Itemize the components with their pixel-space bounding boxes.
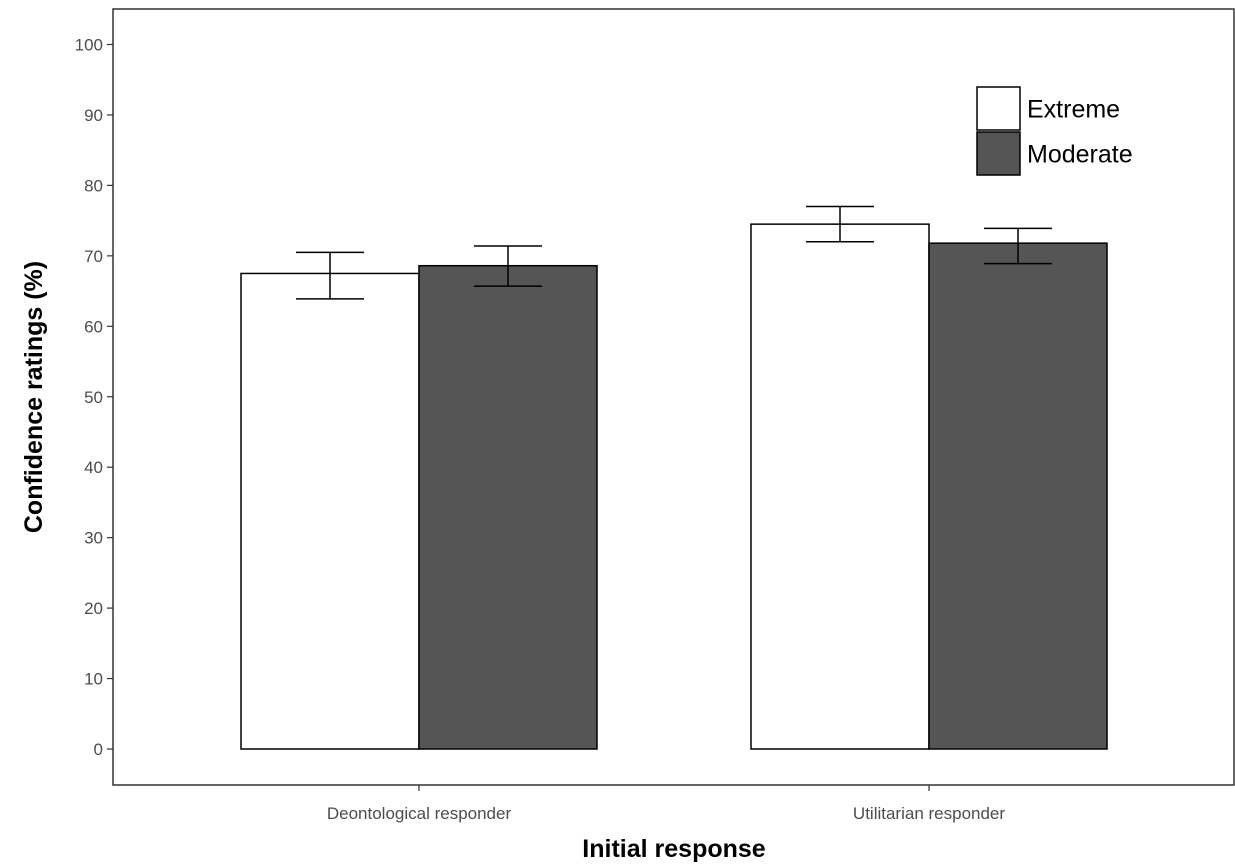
error-bar xyxy=(984,227,1052,265)
y-tick-label: 100 xyxy=(75,36,103,55)
x-axis: Deontological responder Utilitarian respo… xyxy=(327,785,1005,823)
bar-moderate-2 xyxy=(928,242,1108,750)
x-tick-label: Utilitarian responder xyxy=(853,804,1005,823)
error-bar xyxy=(296,251,364,300)
legend-key-extreme xyxy=(976,86,1021,131)
bars-layer xyxy=(240,223,1108,750)
x-axis-title: Initial response xyxy=(582,835,765,863)
y-tick-label: 70 xyxy=(84,247,103,266)
bar-moderate-1 xyxy=(418,264,598,750)
legend: Extreme Moderate xyxy=(976,86,1133,176)
y-axis: 0 10 20 30 40 50 60 70 80 90 100 xyxy=(75,36,113,759)
error-bars-layer xyxy=(296,205,1052,300)
y-tick-label: 0 xyxy=(94,740,103,759)
error-bar xyxy=(806,205,874,243)
error-bar xyxy=(474,245,542,287)
legend-label-moderate: Moderate xyxy=(1027,141,1133,169)
y-tick-label: 40 xyxy=(84,458,103,477)
y-axis-title: Confidence ratings (%) xyxy=(20,261,48,533)
legend-label-extreme: Extreme xyxy=(1027,96,1120,124)
y-tick-label: 50 xyxy=(84,388,103,407)
y-tick-label: 20 xyxy=(84,599,103,618)
bar-extreme-1 xyxy=(240,272,420,750)
y-tick-label: 10 xyxy=(84,670,103,689)
y-tick-label: 80 xyxy=(84,176,103,195)
x-tick-label: Deontological responder xyxy=(327,804,512,823)
y-tick-label: 30 xyxy=(84,529,103,548)
bar-extreme-2 xyxy=(750,223,930,750)
y-tick-label: 60 xyxy=(84,317,103,336)
legend-key-moderate xyxy=(976,131,1021,176)
y-tick-label: 90 xyxy=(84,106,103,125)
